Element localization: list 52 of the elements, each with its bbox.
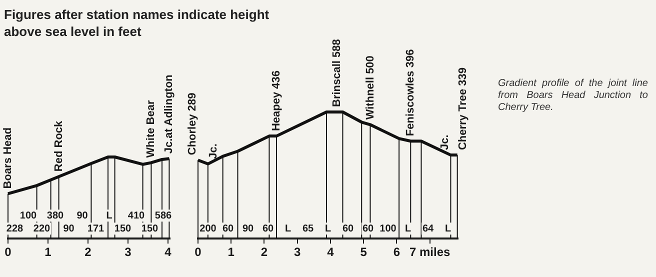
annotation: L [106,210,112,222]
annotation: Jc. [207,144,220,159]
annotation: White Bear [145,100,158,158]
annotation: L [324,223,332,234]
x-tick-label: 0 [194,245,202,260]
annotation: 220 [33,223,51,234]
x-tick-label: 1 [44,245,52,260]
annotation: 60 [362,223,374,234]
annotation: 100 [20,210,38,222]
annotation: 60 [342,223,354,234]
annotation: Cherry Tree 339 [456,67,469,150]
x-tick-label: 1 [228,245,235,260]
annotation: 64 [422,223,434,234]
annotation: Heapey 436 [270,70,283,132]
text: Gradient profile of the joint line from Boars Head Junction to Cherry Tree. [498,78,648,114]
annotation: Withnell 500 [364,56,376,120]
annotation: 150 [114,223,132,234]
annotation: 90 [242,223,254,234]
annotation: Jc. [439,134,452,150]
annotation: 65 [302,223,314,234]
x-tick-label: 2 [84,245,92,260]
annotation: 228 [6,223,24,234]
annotation: Boars Head [2,128,14,189]
annotation: 150 [141,223,159,234]
x-tick-label: 4 [327,245,334,260]
x-tick-label: 4 [164,245,172,260]
annotation: 90 [63,223,75,234]
annotation: 60 [222,223,234,234]
annotation: 586 [154,210,172,222]
chart-title: Figures after station names indicate height above sea level in feet [4,6,270,40]
annotation: L [284,223,292,234]
x-tick-label: 2 [260,245,268,260]
annotation: 100 [380,223,397,234]
annotation: 410 [128,210,146,222]
annotation: 60 [262,223,274,234]
x-tick-label: 6 [393,245,400,260]
annotation: 380 [46,210,64,222]
annotation: 200 [200,223,217,234]
annotation: 90 [76,210,88,222]
annotation: Jc.at Adlington [163,74,176,154]
annotation: Feniscowles 396 [404,49,417,136]
annotation: Brinscall 588 [331,39,344,107]
annotation: L [404,223,412,234]
x-tick-label: 5 [360,245,368,260]
annotation: Chorley 289 [186,92,199,156]
x-tick-label: 0 [4,245,12,260]
x-tick-label: 3 [294,245,302,260]
x-tick-label: 3 [124,245,132,260]
annotation: Red Rock [52,120,65,172]
annotation: L [444,223,452,234]
annotation: 171 [87,223,105,234]
x-tick-label: 7 miles [409,245,451,260]
